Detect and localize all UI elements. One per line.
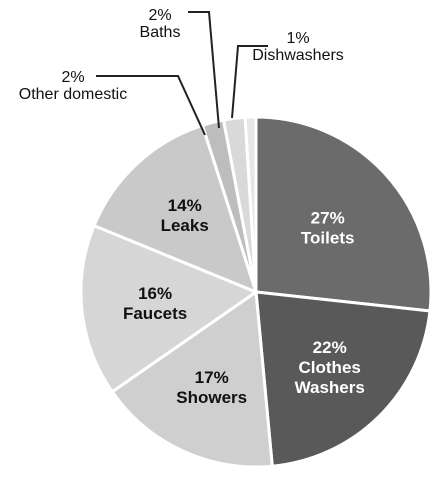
pie-slice-dishwashers [243, 115, 258, 294]
slice-label-faucets: 16% Faucets [123, 284, 187, 323]
slice-label-clothes-washers: 22% Clothes Washers [295, 338, 365, 397]
leader-line-baths [188, 11, 220, 129]
pie-slice-clothes-washers [254, 290, 430, 468]
leader-lines [96, 11, 268, 136]
pie-slice-showers [110, 290, 274, 469]
pie-slice-toilets [254, 115, 430, 313]
leader-line-dishwashers [231, 45, 268, 119]
slice-labels: 27% Toilets 22% Clothes Washers 17% Showers 16%… [19, 7, 365, 407]
pie-slices [79, 115, 430, 469]
leader-line-other-domestic [96, 75, 206, 136]
slice-label-dishwashers: 1% Dishwashers [252, 30, 344, 64]
slice-label-other-domestic: 2% Other domestic [19, 69, 127, 103]
slice-label-leaks: 14% Leaks [161, 196, 209, 235]
pie-slice-faucets [79, 224, 258, 394]
slice-label-toilets: 27% Toilets [301, 209, 355, 248]
slice-label-baths: 2% Baths [140, 7, 181, 41]
slice-label-showers: 17% Showers [176, 368, 247, 407]
